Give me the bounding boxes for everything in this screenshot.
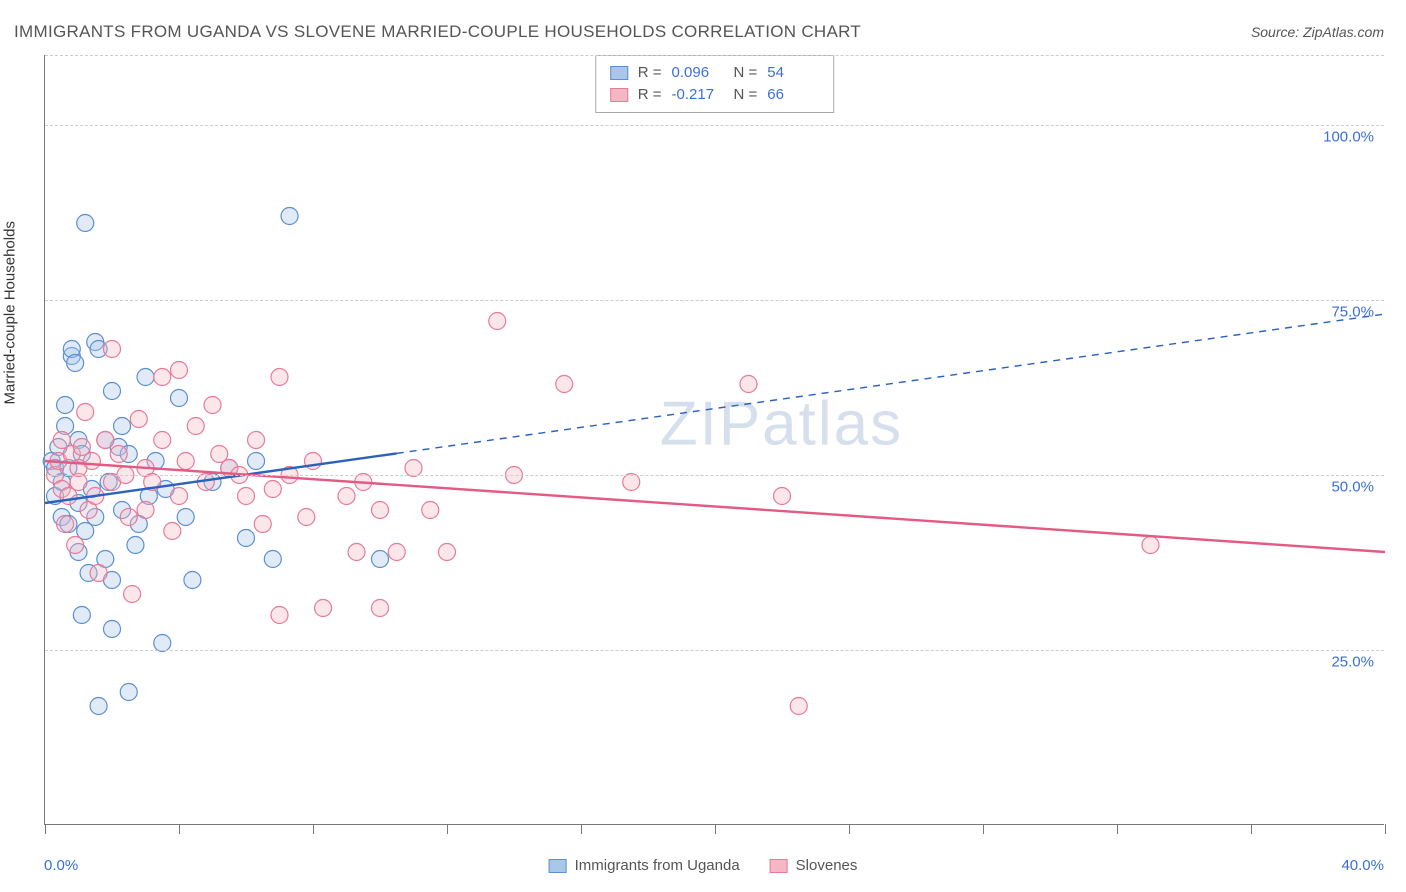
r-value-0: 0.096	[672, 62, 724, 84]
x-tick	[849, 824, 850, 834]
legend-item-1: Slovenes	[770, 857, 858, 874]
x-tick	[715, 824, 716, 834]
x-tick	[1251, 824, 1252, 834]
stats-row-series-1: R = -0.217 N = 66	[610, 84, 820, 106]
x-tick	[983, 824, 984, 834]
plot-area: ZIPatlas R = 0.096 N = 54 R = -0.217 N =…	[44, 55, 1384, 825]
x-tick	[313, 824, 314, 834]
y-tick-label: 75.0%	[1331, 304, 1374, 321]
x-tick	[581, 824, 582, 834]
gridline-h	[45, 650, 1384, 651]
gridline-h	[45, 55, 1384, 56]
n-value-0: 54	[767, 62, 819, 84]
bottom-legend: Immigrants from Uganda Slovenes	[549, 857, 858, 874]
swatch-series-0	[610, 66, 628, 80]
gridline-h	[45, 300, 1384, 301]
stats-row-series-0: R = 0.096 N = 54	[610, 62, 820, 84]
y-axis-title: Married-couple Households	[2, 221, 19, 404]
stats-legend-box: R = 0.096 N = 54 R = -0.217 N = 66	[595, 55, 835, 113]
y-tick-label: 100.0%	[1323, 129, 1374, 146]
x-tick	[1385, 824, 1386, 834]
legend-label-1: Slovenes	[796, 857, 858, 874]
x-axis-max-label: 40.0%	[1341, 857, 1384, 874]
y-tick-label: 25.0%	[1331, 654, 1374, 671]
scatter-svg	[45, 55, 1385, 825]
x-tick	[1117, 824, 1118, 834]
source-attribution: Source: ZipAtlas.com	[1251, 24, 1384, 40]
gridline-h	[45, 475, 1384, 476]
x-tick	[45, 824, 46, 834]
r-label: R =	[638, 62, 662, 84]
x-tick	[447, 824, 448, 834]
swatch-series-1	[610, 88, 628, 102]
x-tick	[179, 824, 180, 834]
gridline-h	[45, 125, 1384, 126]
legend-item-0: Immigrants from Uganda	[549, 857, 740, 874]
chart-container: IMMIGRANTS FROM UGANDA VS SLOVENE MARRIE…	[0, 0, 1406, 892]
y-tick-label: 50.0%	[1331, 479, 1374, 496]
swatch-series-1	[770, 859, 788, 873]
n-value-1: 66	[767, 84, 819, 106]
r-label: R =	[638, 84, 662, 106]
chart-title: IMMIGRANTS FROM UGANDA VS SLOVENE MARRIE…	[14, 22, 861, 42]
n-label: N =	[734, 62, 758, 84]
swatch-series-0	[549, 859, 567, 873]
x-axis-min-label: 0.0%	[44, 857, 78, 874]
n-label: N =	[734, 84, 758, 106]
r-value-1: -0.217	[672, 84, 724, 106]
legend-label-0: Immigrants from Uganda	[575, 857, 740, 874]
